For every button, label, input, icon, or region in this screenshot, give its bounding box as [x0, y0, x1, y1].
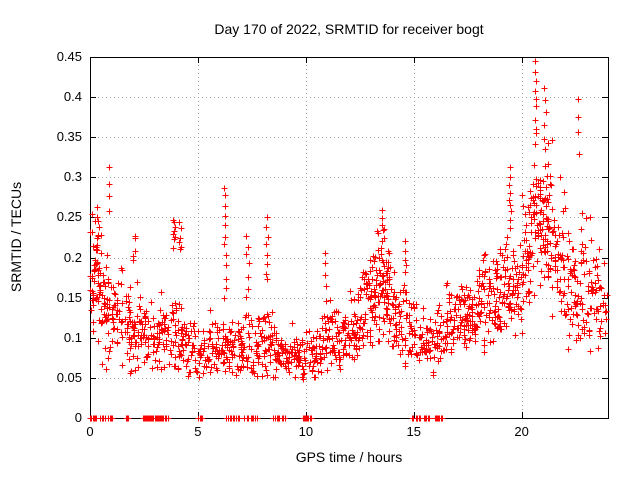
y-tick-label: 0.4 — [63, 89, 82, 105]
x-axis-label: GPS time / hours — [295, 449, 403, 465]
scatter-points — [87, 58, 611, 422]
x-tick-label: 15 — [406, 424, 421, 439]
x-tick-label: 0 — [86, 424, 94, 439]
x-tick-label: 10 — [298, 424, 314, 439]
y-tick-label: 0.45 — [56, 49, 82, 64]
y-tick-label: 0.1 — [63, 329, 82, 345]
y-axis-label: SRMTID / TECUs — [8, 181, 24, 293]
y-tick-label: 0.25 — [56, 209, 82, 225]
gridlines — [90, 57, 608, 418]
x-tick-label: 20 — [514, 424, 529, 439]
y-tick-label: 0.35 — [56, 129, 82, 145]
plot-border — [90, 57, 609, 419]
chart-title: Day 170 of 2022, SRMTID for receiver bog… — [214, 21, 484, 37]
y-tick-label: 0.15 — [56, 289, 82, 305]
y-tick-label: 0.2 — [63, 249, 82, 265]
y-tick-label: 0.05 — [56, 369, 82, 385]
x-tick-label: 5 — [194, 424, 202, 439]
y-tick-label: 0.3 — [63, 169, 82, 185]
y-tick-label: 0 — [74, 410, 82, 425]
